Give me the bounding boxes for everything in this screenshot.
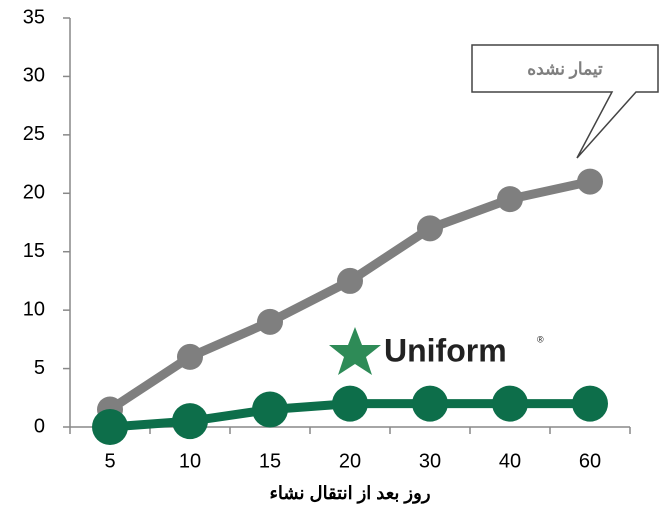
marker	[497, 186, 523, 213]
y-tick-label: 10	[23, 298, 45, 320]
y-tick-label: 15	[23, 240, 45, 262]
marker	[92, 409, 128, 445]
x-tick-label: 60	[579, 450, 601, 472]
callout-text: تیمار نشده	[527, 59, 603, 79]
x-tick-label: 5	[104, 450, 115, 472]
marker	[417, 215, 443, 242]
marker	[172, 403, 208, 440]
logo: Uniform ®	[329, 327, 544, 375]
series-line	[107, 177, 591, 414]
x-tick-label: 10	[179, 450, 201, 472]
callout	[471, 44, 659, 159]
marker	[412, 385, 448, 422]
x-tick-label: 20	[339, 450, 361, 472]
x-tick-label: 15	[259, 450, 281, 472]
y-tick-label: 35	[23, 6, 45, 28]
marker	[492, 385, 528, 422]
x-tick-label: 40	[499, 450, 521, 472]
y-tick-label: 0	[34, 415, 45, 437]
y-tick-label: 20	[23, 182, 45, 204]
marker	[577, 168, 603, 195]
marker	[337, 267, 363, 294]
y-tick-label: 30	[23, 65, 45, 87]
logo-text: Uniform	[384, 332, 507, 368]
marker	[252, 391, 288, 428]
logo-registered: ®	[537, 334, 544, 344]
y-tick-label: 25	[23, 123, 45, 145]
marker	[177, 343, 203, 370]
logo-star	[329, 327, 381, 375]
x-tick-label: 30	[419, 450, 441, 472]
marker	[572, 385, 608, 422]
x-axis-label: روز بعد از انتقال نشاء	[269, 483, 430, 504]
marker	[257, 308, 283, 335]
marker	[332, 385, 368, 422]
y-tick-label: 5	[34, 357, 45, 379]
